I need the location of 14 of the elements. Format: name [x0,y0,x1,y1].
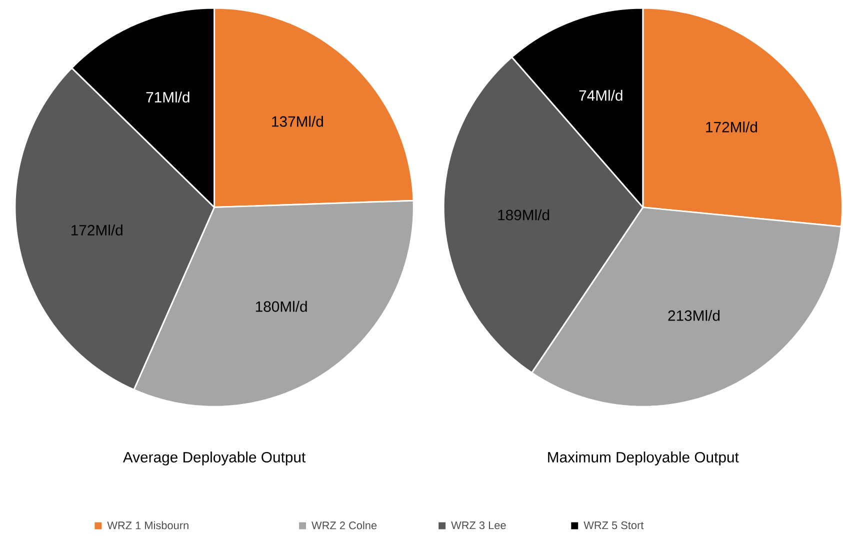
data-label: 74Ml/d [579,90,622,101]
legend-label: WRZ 2 Colne [312,521,377,530]
data-label: 189Ml/d [498,209,550,220]
legend-label: WRZ 3 Lee [451,521,506,530]
data-label: 71Ml/d [146,91,190,102]
data-label: 172Ml/d [72,224,122,236]
data-label: 172Ml/d [706,121,758,132]
text: Maximum Deployable Output [548,451,739,466]
data-label: 137Ml/d [272,116,323,127]
data-label: 180Ml/d [256,300,307,312]
data-label: 213Ml/d [668,310,720,321]
legend-label: WRZ 5 Stort [584,521,644,530]
text: Average Deployable Output [122,451,306,466]
legend-label: WRZ 1 Misbourn [107,521,188,530]
